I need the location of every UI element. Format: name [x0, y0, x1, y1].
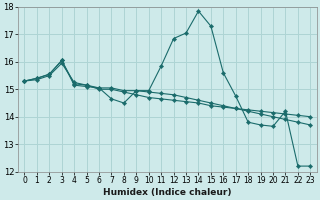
X-axis label: Humidex (Indice chaleur): Humidex (Indice chaleur) — [103, 188, 232, 197]
